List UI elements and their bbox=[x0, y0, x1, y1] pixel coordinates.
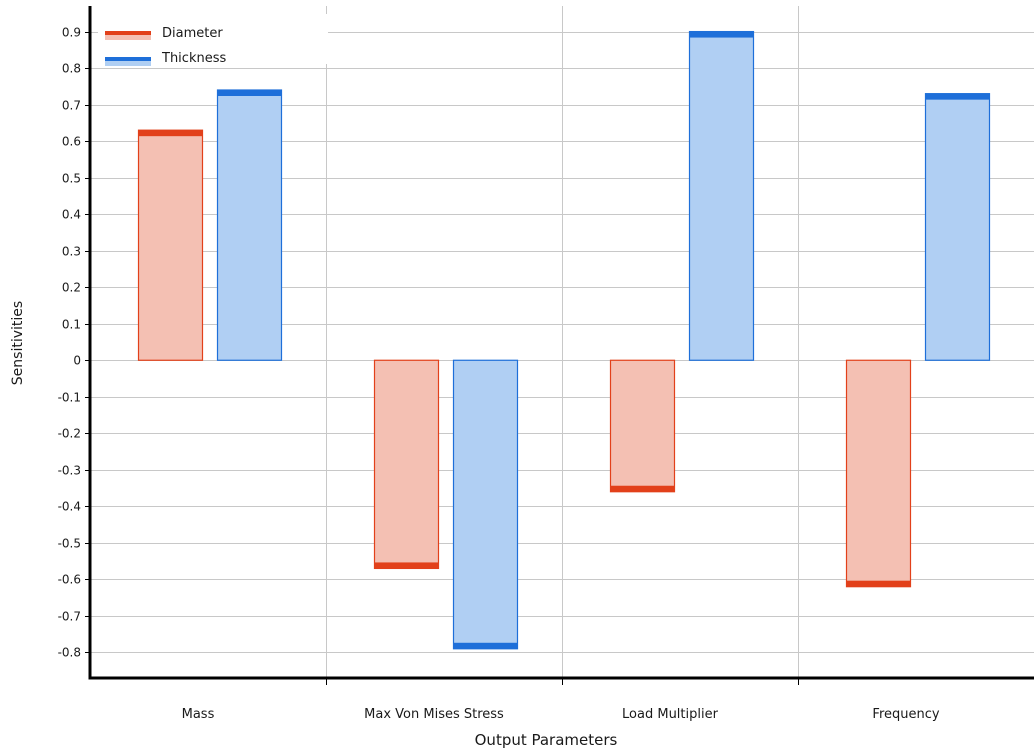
legend: Diameter Thickness bbox=[98, 14, 328, 66]
bar-cap-thickness bbox=[689, 31, 754, 38]
y-tick-label: 0.4 bbox=[62, 208, 81, 222]
y-tick-label: -0.2 bbox=[58, 427, 81, 441]
legend-swatch-thickness-fill bbox=[105, 61, 151, 66]
y-tick-label: 0.3 bbox=[62, 245, 81, 259]
bar-cap-diameter bbox=[138, 130, 203, 137]
y-tick-label: -0.7 bbox=[58, 610, 81, 624]
x-tick-label: Mass bbox=[182, 707, 215, 722]
y-tick-label: -0.8 bbox=[58, 646, 81, 660]
bar-thickness bbox=[452, 359, 519, 650]
bar-thickness bbox=[216, 89, 283, 361]
bar-diameter bbox=[373, 359, 440, 570]
bar-diameter bbox=[609, 359, 676, 493]
bar-cap-thickness bbox=[925, 93, 990, 100]
x-tick-label: Load Multiplier bbox=[622, 707, 719, 722]
legend-swatch-thickness bbox=[105, 57, 151, 61]
y-tick-label: 0.6 bbox=[62, 135, 81, 149]
legend-swatch-diameter bbox=[105, 31, 151, 35]
bar-diameter bbox=[845, 359, 912, 588]
y-axis-title: Sensitivities bbox=[10, 301, 26, 385]
bar-cap-diameter bbox=[374, 562, 439, 569]
bar-thickness bbox=[688, 30, 755, 361]
legend-swatch-diameter-fill bbox=[105, 35, 151, 40]
legend-label-diameter: Diameter bbox=[162, 26, 223, 41]
y-tick-label: -0.3 bbox=[58, 464, 81, 478]
bar-cap-diameter bbox=[610, 485, 675, 492]
bar-thickness bbox=[924, 93, 991, 361]
y-tick-label: -0.1 bbox=[58, 391, 81, 405]
x-tick-label: Max Von Mises Stress bbox=[364, 707, 504, 722]
x-tick-labels: Mass Max Von Mises Stress Load Multiplier F… bbox=[182, 707, 940, 722]
bar-cap-thickness bbox=[217, 90, 282, 96]
y-tick-label: -0.6 bbox=[58, 573, 81, 587]
y-tick-labels: 0.9 0.8 0.7 0.6 0.5 0.4 0.3 0.2 0.1 0 -0.1 -0.2 -0.3… bbox=[58, 26, 81, 660]
bar-cap-diameter bbox=[846, 580, 911, 587]
x-axis-title: Output Parameters bbox=[475, 731, 618, 749]
y-tick-label: 0.9 bbox=[62, 26, 81, 40]
y-tick-label: 0 bbox=[73, 354, 81, 368]
y-tick-label: 0.2 bbox=[62, 281, 81, 295]
y-tick-label: -0.4 bbox=[58, 500, 81, 514]
axis-layer bbox=[85, 6, 1034, 685]
y-tick-label: 0.1 bbox=[62, 318, 81, 332]
legend-label-thickness: Thickness bbox=[161, 51, 226, 66]
bars-layer bbox=[137, 30, 991, 650]
y-tick-label: 0.8 bbox=[62, 62, 81, 76]
legend-item-diameter: Diameter bbox=[105, 26, 223, 41]
bar-diameter bbox=[137, 129, 204, 361]
y-tick-label: 0.7 bbox=[62, 99, 81, 113]
x-tick-label: Frequency bbox=[872, 707, 939, 722]
y-tick-label: -0.5 bbox=[58, 537, 81, 551]
bar-cap-thickness bbox=[453, 642, 518, 649]
y-tick-label: 0.5 bbox=[62, 172, 81, 186]
legend-item-thickness: Thickness bbox=[105, 51, 226, 66]
